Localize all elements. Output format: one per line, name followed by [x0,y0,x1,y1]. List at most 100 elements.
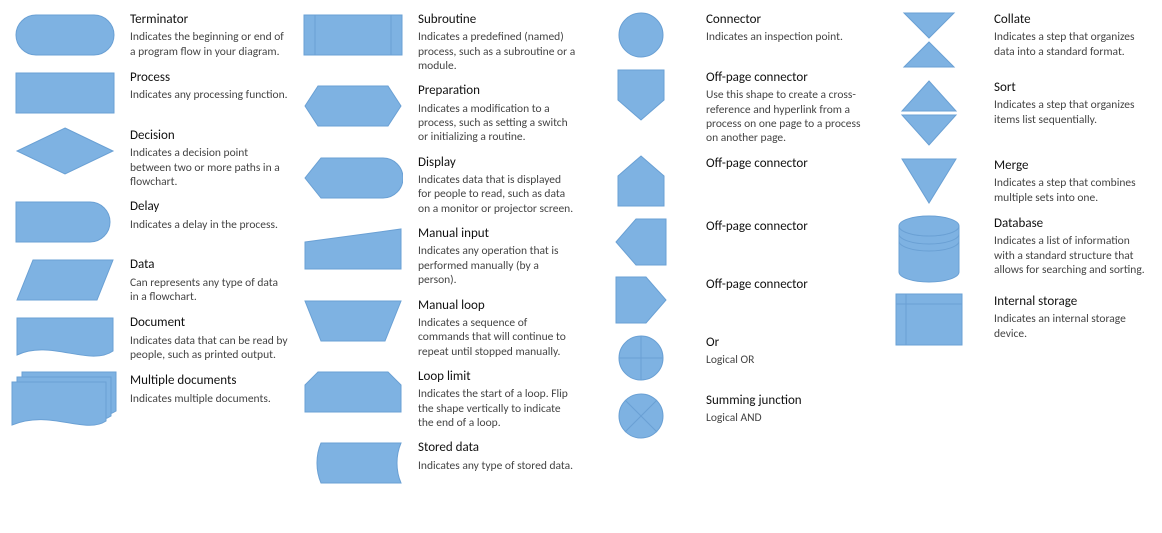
legend-item-text: Internal storage Indicates an internal st… [984,292,1152,341]
legend-item-merge: MergeIndicates a step that combines mult… [874,156,1152,206]
merge-icon [874,156,984,206]
legend-item-text: PreparationIndicates a modification to a… [408,81,576,144]
legend-item-description: Logical OR [706,353,754,367]
legend-item-offpage-right: Off-page connector [586,275,864,325]
legend-item-text: SortIndicates a step that organizes item… [984,78,1152,127]
legend-item-title: Data [130,257,288,273]
legend-item-text: Data Can represents any type of data in a… [120,255,288,304]
legend-item-description: Indicates multiple documents. [130,392,271,406]
legend-item-title: Collate [994,12,1152,28]
document-icon [10,313,120,363]
legend-item-title: Document [130,315,288,331]
column-1: TerminatorIndicates the beginning or end… [10,10,288,496]
legend-item-title: Decision [130,128,288,144]
legend-item-description: Indicates a modification to a process, s… [418,102,576,145]
offpage-up-icon [586,154,696,209]
legend-item-description: Indicates data that is displayed for peo… [418,173,576,216]
legend-item-text: Multiple documents Indicates multiple doc… [120,371,271,406]
legend-item-title: Manual input [418,226,576,242]
legend-item-title: Off-page connector [706,219,808,235]
legend-item-document: Document Indicates data that can be read … [10,313,288,363]
legend-item-description: Indicates a predefined (named) process, … [418,30,576,73]
legend-item-title: Terminator [130,12,288,28]
legend-item-offpage-left: Off-page connector [586,217,864,267]
legend-item-internalstorage: Internal storage Indicates an internal st… [874,292,1152,347]
legend-item-preparation: PreparationIndicates a modification to a… [298,81,576,144]
legend-item-process: Process Indicates any processing function… [10,68,288,118]
legend-item-title: Internal storage [994,294,1152,310]
legend-item-offpage-down: Off-page connectorUse this shape to crea… [586,68,864,146]
manualloop-icon [298,296,408,346]
legend-item-decision: Decision Indicates a decision point betwe… [10,126,288,189]
offpage-down-icon [586,68,696,123]
legend-item-title: Connector [706,12,843,28]
looplimit-icon [298,367,408,417]
column-3: ConnectorIndicates an inspection point. O… [586,10,864,496]
legend-item-text: Or Logical OR [696,333,754,368]
offpage-left-icon [586,217,696,267]
legend-item-title: Or [706,335,754,351]
legend-item-description: Indicates a decision point between two o… [130,146,288,189]
legend-item-title: Process [130,70,288,86]
legend-item-terminator: TerminatorIndicates the beginning or end… [10,10,288,60]
legend-item-text: DisplayIndicates data that is displayed … [408,153,576,216]
legend-item-text: Document Indicates data that can be read … [120,313,288,362]
legend-item-collate: Collate Indicates a step that organizes d… [874,10,1152,70]
legend-item-description: Indicates the start of a loop. Flip the … [418,387,576,430]
legend-item-description: Indicates any type of stored data. [418,459,573,473]
or-icon [586,333,696,383]
legend-item-title: Summing junction [706,393,802,409]
legend-item-text: Collate Indicates a step that organizes d… [984,10,1152,59]
legend-item-sort: SortIndicates a step that organizes item… [874,78,1152,148]
legend-item-summing: Summing junctionLogical AND [586,391,864,441]
collate-icon [874,10,984,70]
legend-item-text: Off-page connector [696,275,808,295]
legend-item-text: Off-page connector [696,217,808,237]
legend-item-description: Indicates a step that organizes items li… [994,98,1152,127]
offpage-right-icon [586,275,696,325]
legend-item-description: Indicates data that can be read by peopl… [130,334,288,363]
legend-item-description: Indicates a step that organizes data int… [994,30,1152,59]
manualinput-icon [298,224,408,274]
legend-item-title: Subroutine [418,12,576,28]
legend-item-description: Indicates an internal storage device. [994,312,1152,341]
legend-item-description: Indicates any processing function. [130,88,288,102]
legend-item-text: Off-page connector [696,154,808,174]
legend-item-storeddata: Stored dataIndicates any type of stored … [298,438,576,488]
decision-icon [10,126,120,176]
preparation-icon [298,81,408,131]
legend-item-description: Indicates a sequence of commands that wi… [418,316,576,359]
legend-item-text: Subroutine Indicates a predefined (named)… [408,10,576,73]
column-4: Collate Indicates a step that organizes d… [874,10,1152,496]
legend-item-connector: ConnectorIndicates an inspection point. [586,10,864,60]
flowchart-shapes-legend: TerminatorIndicates the beginning or end… [10,10,1152,496]
legend-item-title: Off-page connector [706,70,864,86]
legend-item-title: Delay [130,199,278,215]
connector-icon [586,10,696,60]
legend-item-description: Indicates a delay in the process. [130,218,278,232]
process-icon [10,68,120,118]
legend-item-text: Decision Indicates a decision point betwe… [120,126,288,189]
legend-item-text: ConnectorIndicates an inspection point. [696,10,843,45]
data-icon [10,255,120,305]
legend-item-text: Delay Indicates a delay in the process. [120,197,278,232]
legend-item-multidoc: Multiple documents Indicates multiple doc… [10,371,288,431]
legend-item-subroutine: Subroutine Indicates a predefined (named)… [298,10,576,73]
legend-item-text: Process Indicates any processing function… [120,68,288,103]
legend-item-text: TerminatorIndicates the beginning or end… [120,10,288,59]
legend-item-title: Manual loop [418,298,576,314]
subroutine-icon [298,10,408,60]
legend-item-description: Can represents any type of data in a flo… [130,276,288,305]
terminator-icon [10,10,120,60]
legend-item-description: Indicates any operation that is performe… [418,244,576,287]
legend-item-title: Database [994,216,1152,232]
legend-item-or: Or Logical OR [586,333,864,383]
legend-item-text: Manual loop Indicates a sequence of comma… [408,296,576,359]
legend-item-database: DatabaseIndicates a list of information … [874,214,1152,284]
legend-item-manualinput: Manual input Indicates any operation that… [298,224,576,287]
legend-item-manualloop: Manual loop Indicates a sequence of comma… [298,296,576,359]
legend-item-looplimit: Loop limitIndicates the start of a loop.… [298,367,576,430]
legend-item-title: Multiple documents [130,373,271,389]
legend-item-delay: Delay Indicates a delay in the process. [10,197,288,247]
display-icon [298,153,408,203]
